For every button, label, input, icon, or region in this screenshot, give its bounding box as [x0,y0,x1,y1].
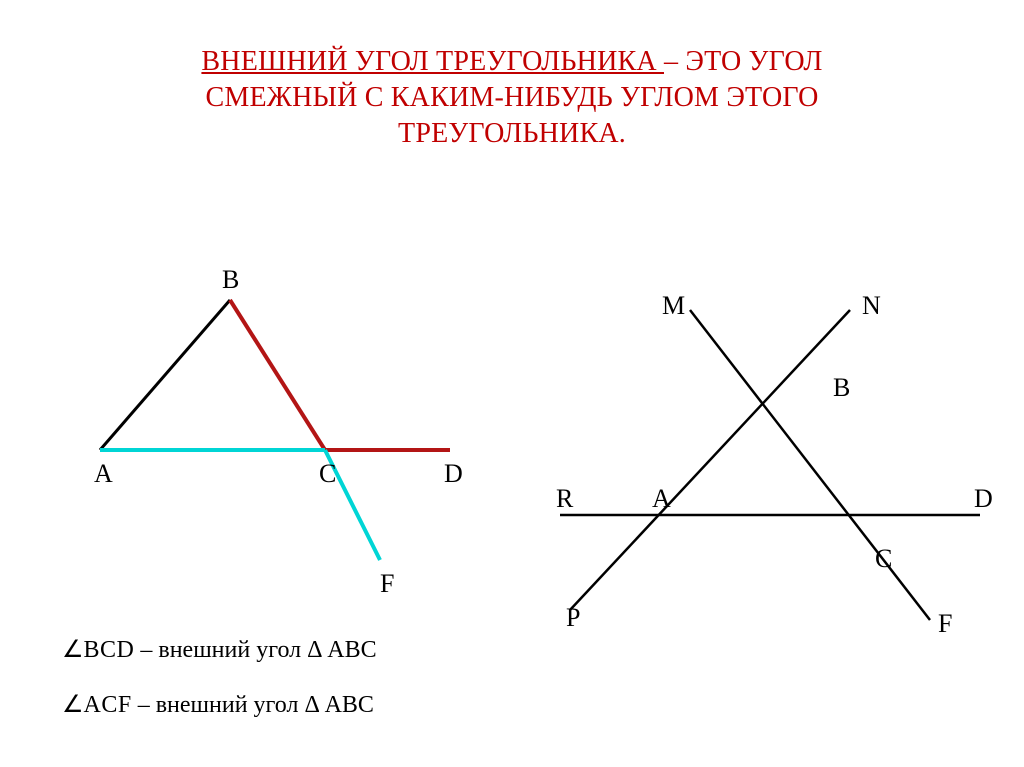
label-D: D [974,484,993,513]
caption-bcd: ∠BCD – внешний угол Δ ABC [62,635,377,664]
label-C: C [319,459,336,488]
caption2-angle: ACF [84,692,132,718]
label-P: P [566,603,580,632]
angle-glyph: ∠ [62,692,84,718]
label-N: N [862,291,881,320]
angle-glyph: ∠ [62,637,84,663]
segment-BC [230,300,325,450]
label-F: F [380,569,394,598]
title-tail: – ЭТО УГОЛ [664,46,823,77]
title-line3: ТРЕУГОЛЬНИКА [398,118,619,149]
line-PN [570,310,850,610]
label-R: R [556,484,574,513]
label-A: A [94,459,113,488]
delta-glyph: Δ [307,637,321,663]
label-B: B [222,265,239,294]
left-figure: A B C D F [30,260,490,600]
title-line2: СМЕЖНЫЙ С КАКИМ-НИБУДЬ УГЛОМ ЭТОГО [206,82,819,113]
label-C: C [875,544,892,573]
label-B: B [833,373,850,402]
left-figure-svg: A B C D F [30,260,490,600]
caption2-mid: – внешний угол [132,692,305,718]
label-F: F [938,609,952,638]
caption1-tri: ABC [321,637,376,663]
label-M: M [662,291,685,320]
title-period: . [619,118,626,149]
caption1-angle: BCD [84,637,135,663]
diagram-row: ABCDF MNBRADCPF [0,260,1024,690]
title-block: ВНЕШНИЙ УГОЛ ТРЕУГОЛЬНИКА – ЭТО УГОЛ СМЕ… [0,0,1024,151]
line-MF [690,310,930,620]
caption2-tri: ABC [319,692,374,718]
title-underlined: ВНЕШНИЙ УГОЛ ТРЕУГОЛЬНИКА [201,46,664,77]
delta-glyph: Δ [304,692,318,718]
right-figure-svg: M N B R A D C P F [520,280,1010,650]
caption-acf: ∠ACF – внешний угол Δ ABC [62,690,374,719]
caption1-mid: – внешний угол [134,637,307,663]
label-A: A [652,484,671,513]
label-D: D [444,459,463,488]
segment-AB [100,300,230,450]
right-figure: M N B R A D C P F [520,280,1010,650]
